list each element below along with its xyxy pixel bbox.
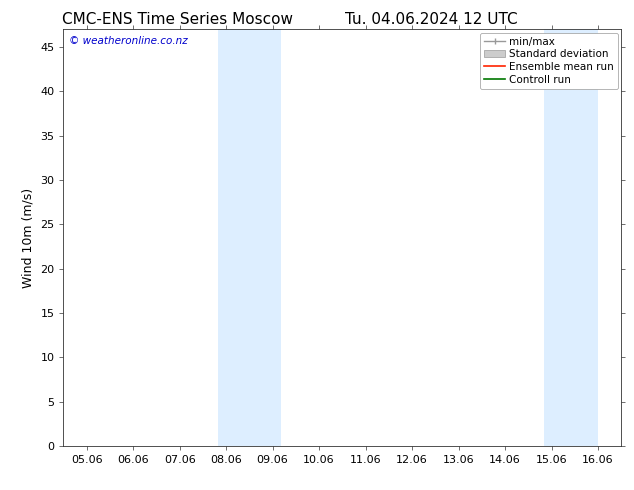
Text: CMC-ENS Time Series Moscow: CMC-ENS Time Series Moscow (62, 12, 293, 27)
Text: Tu. 04.06.2024 12 UTC: Tu. 04.06.2024 12 UTC (345, 12, 517, 27)
Bar (544, 29, 598, 446)
Legend: min/max, Standard deviation, Ensemble mean run, Controll run: min/max, Standard deviation, Ensemble me… (480, 32, 618, 89)
Bar (218, 29, 280, 446)
Text: © weatheronline.co.nz: © weatheronline.co.nz (69, 36, 188, 46)
Y-axis label: Wind 10m (m/s): Wind 10m (m/s) (22, 188, 35, 288)
